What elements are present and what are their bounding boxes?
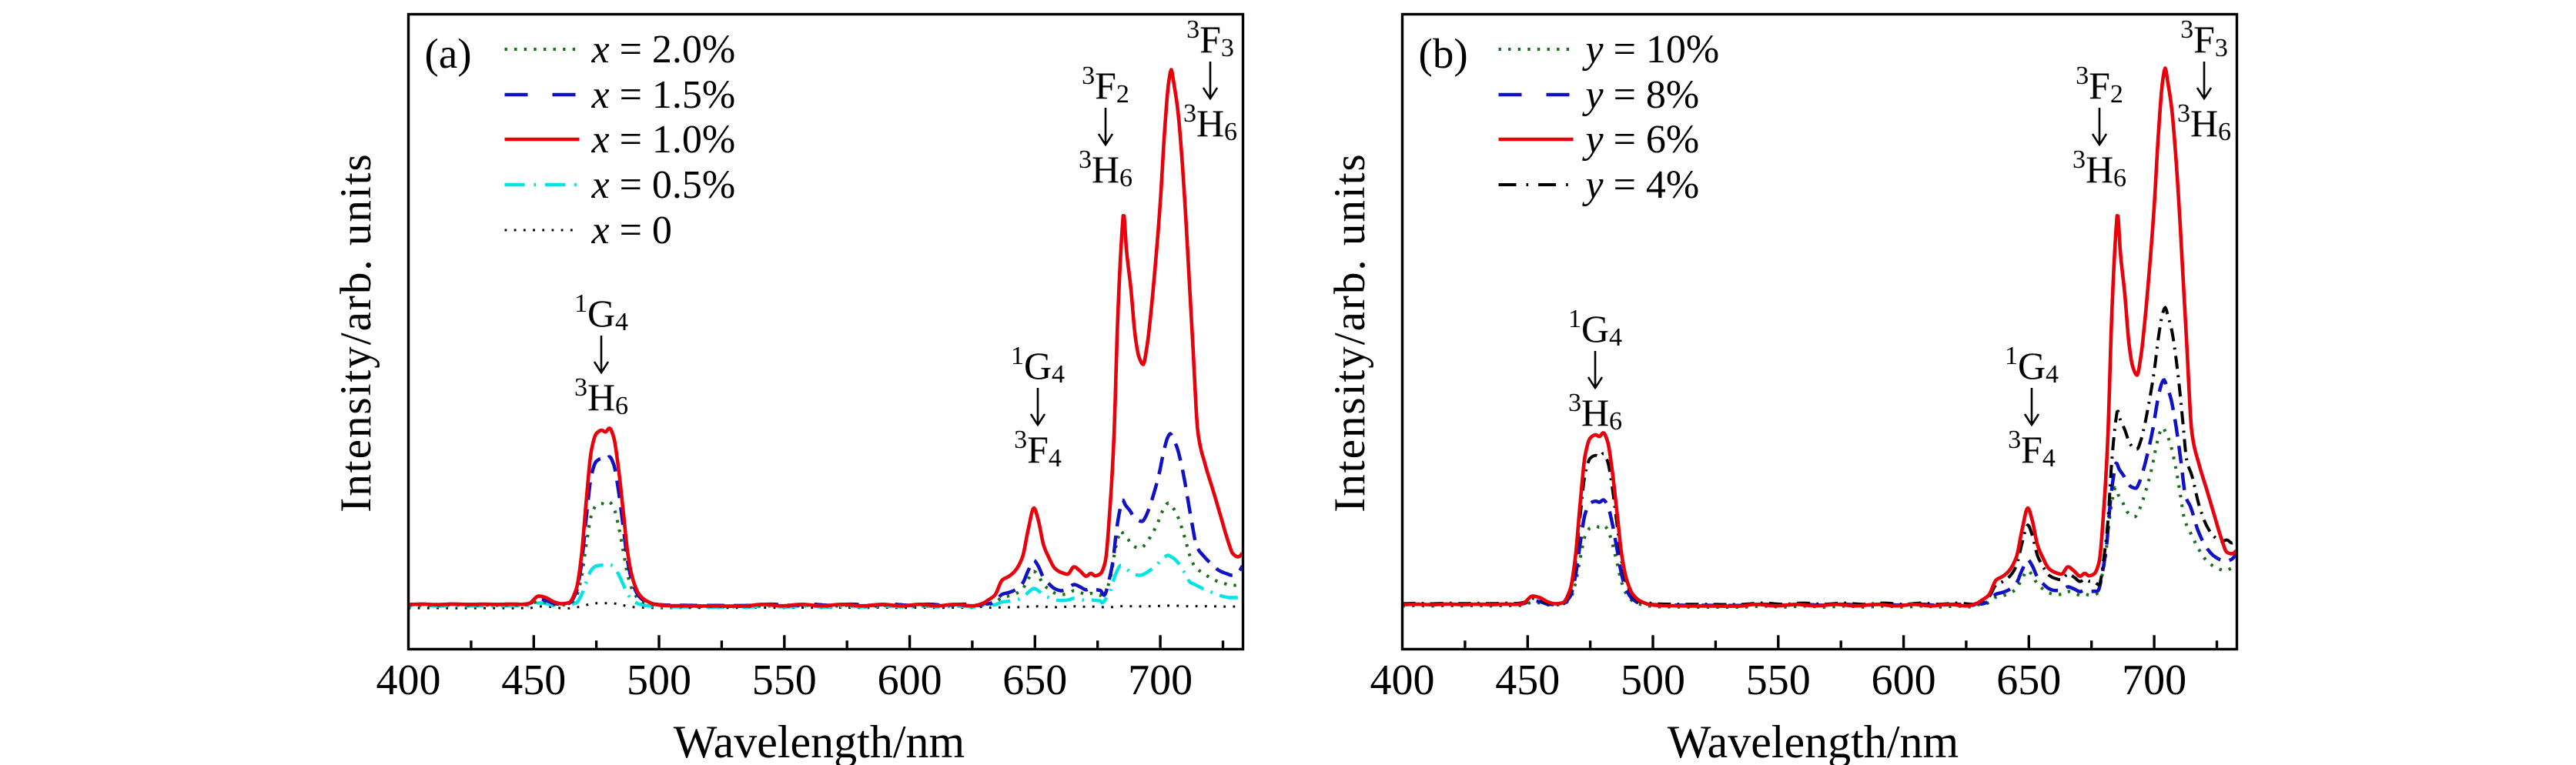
svg-text:3H6: 3H6 <box>1079 145 1132 192</box>
svg-text:3H6: 3H6 <box>574 373 628 420</box>
svg-text:(a): (a) <box>425 30 472 77</box>
svg-text:3F2: 3F2 <box>1082 62 1129 109</box>
svg-text:x = 0: x = 0 <box>591 209 672 252</box>
svg-text:500: 500 <box>627 656 691 704</box>
svg-text:x = 1.5%: x = 1.5% <box>591 73 736 117</box>
svg-text:(b): (b) <box>1419 30 1468 77</box>
svg-text:3F4: 3F4 <box>1014 426 1062 473</box>
svg-text:3H6: 3H6 <box>2073 145 2126 192</box>
svg-text:3F3: 3F3 <box>2180 15 2228 62</box>
svg-text:1G4: 1G4 <box>1011 342 1065 389</box>
svg-text:550: 550 <box>752 656 817 704</box>
svg-text:450: 450 <box>1495 656 1560 704</box>
svg-text:x = 1.0%: x = 1.0% <box>591 118 736 162</box>
svg-text:400: 400 <box>376 656 441 704</box>
svg-text:600: 600 <box>1872 656 1936 704</box>
svg-text:650: 650 <box>1002 656 1067 704</box>
svg-text:y = 6%: y = 6% <box>1582 118 1700 162</box>
svg-text:x = 2.0%: x = 2.0% <box>591 28 736 72</box>
svg-text:1G4: 1G4 <box>574 289 628 336</box>
svg-text:Wavelength/nm: Wavelength/nm <box>674 717 965 765</box>
svg-text:600: 600 <box>878 656 942 704</box>
svg-text:1G4: 1G4 <box>2005 342 2059 389</box>
svg-text:3F3: 3F3 <box>1186 15 1234 62</box>
svg-text:3F2: 3F2 <box>2076 62 2123 109</box>
svg-text:Intensity/arb. units: Intensity/arb. units <box>1326 152 1374 512</box>
svg-text:y = 4%: y = 4% <box>1582 163 1700 207</box>
svg-text:Intensity/arb. units: Intensity/arb. units <box>332 152 380 512</box>
svg-text:y = 8%: y = 8% <box>1582 73 1700 117</box>
svg-text:3H6: 3H6 <box>1568 389 1622 436</box>
svg-text:Wavelength/nm: Wavelength/nm <box>1668 717 1959 765</box>
svg-text:500: 500 <box>1621 656 1685 704</box>
svg-text:550: 550 <box>1746 656 1811 704</box>
svg-text:400: 400 <box>1370 656 1435 704</box>
svg-text:700: 700 <box>1128 656 1193 704</box>
svg-text:700: 700 <box>2122 656 2186 704</box>
svg-text:450: 450 <box>501 656 566 704</box>
svg-text:x = 0.5%: x = 0.5% <box>591 163 736 207</box>
svg-text:3H6: 3H6 <box>1183 99 1237 146</box>
svg-text:1G4: 1G4 <box>1568 305 1622 352</box>
svg-text:3F4: 3F4 <box>2008 426 2056 473</box>
svg-text:3H6: 3H6 <box>2177 99 2231 146</box>
svg-text:y = 10%: y = 10% <box>1582 28 1720 72</box>
svg-text:650: 650 <box>1996 656 2061 704</box>
